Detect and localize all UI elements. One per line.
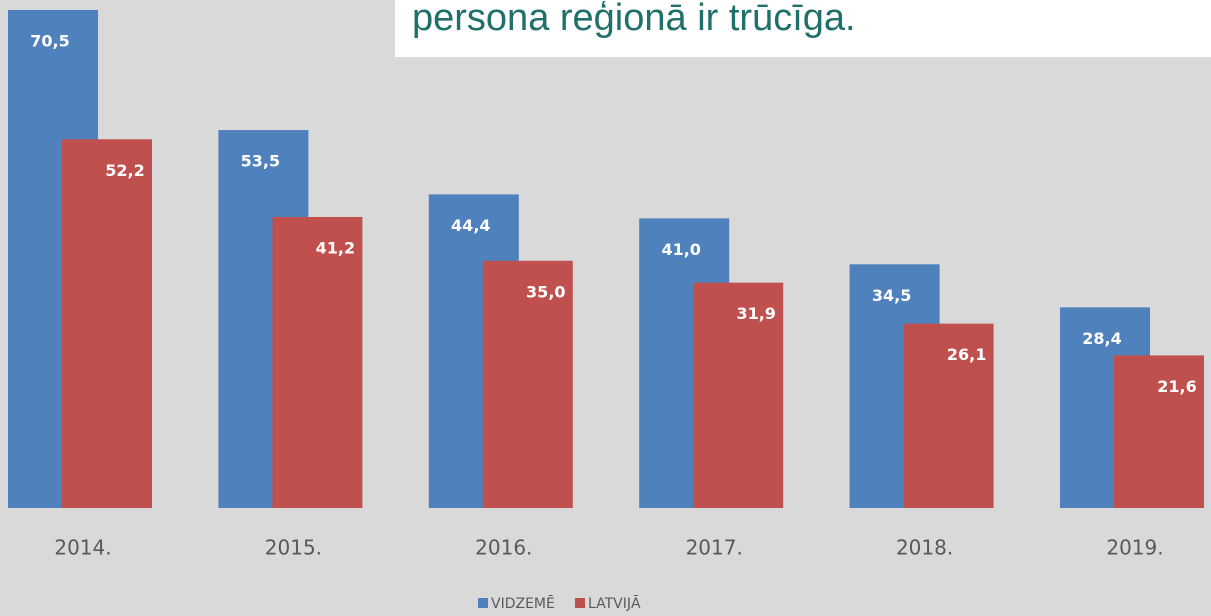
value-label: 41,0 [661,240,700,259]
x-tick-label: 2015. [265,536,322,560]
value-label: 35,0 [526,282,565,301]
value-label: 53,5 [241,152,280,171]
value-label: 70,5 [30,32,69,51]
annotation: persona reģionā ir trūcīga. [412,0,856,39]
bar [272,216,363,508]
x-tick-label: 2018. [896,536,953,560]
annotation-box [395,0,1211,57]
bar [1114,355,1204,508]
bar [693,282,784,508]
value-label: 21,6 [1157,377,1196,396]
value-label: 44,4 [451,216,490,235]
legend-swatch [575,598,585,608]
value-label: 31,9 [736,304,775,323]
x-tick-label: 2014. [54,536,111,560]
x-tick-label: 2016. [475,536,532,560]
legend-label: VIDZEMĒ [491,595,555,612]
value-label: 34,5 [872,286,911,305]
legend-swatch [478,598,488,608]
bar [482,260,573,508]
bar [62,139,152,509]
value-label: 26,1 [947,345,986,364]
value-label: 41,2 [316,238,355,257]
value-label: 28,4 [1082,329,1121,348]
x-tick-label: 2017. [686,536,743,560]
x-tick-label: 2019. [1106,536,1163,560]
value-label: 52,2 [105,161,144,180]
legend-label: LATVIJĀ [588,595,641,612]
bar [903,323,994,508]
